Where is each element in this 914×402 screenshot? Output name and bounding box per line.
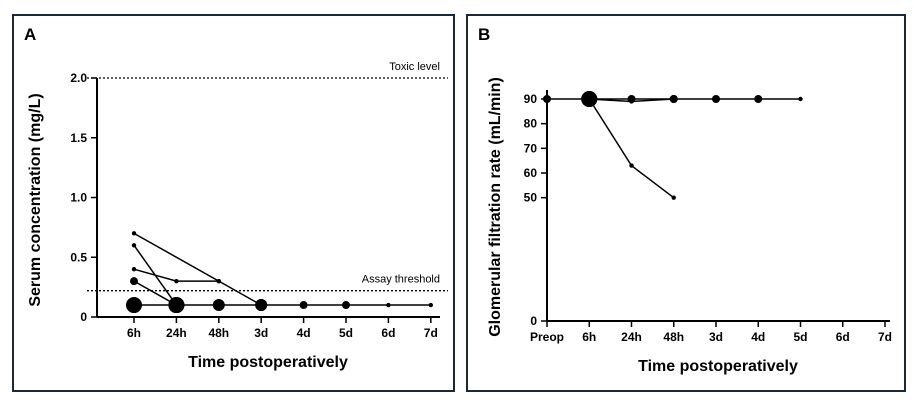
x-tick-label: 24h — [166, 326, 187, 340]
x-tick-label: 7d — [878, 330, 892, 344]
data-point — [428, 302, 433, 308]
data-point — [255, 299, 268, 312]
panel-a-label: A — [24, 25, 36, 44]
panel-a-frame — [12, 14, 455, 392]
x-axis-title: Time postoperatively — [638, 358, 798, 375]
x-tick-label: 24h — [621, 330, 642, 344]
x-tick-label: 6d — [381, 326, 395, 340]
reference-line-label: Assay threshold — [362, 274, 440, 286]
x-tick-label: 5d — [339, 326, 353, 340]
data-point — [754, 95, 763, 103]
data-point — [174, 278, 179, 284]
panel-b-frame — [466, 14, 906, 392]
data-point — [299, 301, 308, 310]
y-tick-label: 0 — [530, 314, 537, 328]
x-tick-label: 48h — [663, 330, 684, 344]
panel-b-label: B — [478, 25, 490, 44]
x-tick-label: 6h — [582, 330, 596, 344]
data-point — [130, 277, 138, 286]
data-point — [342, 301, 350, 310]
data-point — [629, 99, 634, 104]
data-point — [629, 163, 634, 168]
data-point — [216, 278, 221, 284]
x-tick-label: Preop — [530, 330, 564, 344]
y-tick-label: 60 — [524, 166, 538, 180]
x-tick-label: 5d — [793, 330, 807, 344]
y-tick-label: 1.5 — [70, 131, 87, 145]
y-tick-label: 80 — [524, 117, 538, 131]
data-point — [212, 299, 225, 312]
series-line-patient-5 — [133, 280, 177, 306]
x-tick-label: 3d — [254, 326, 268, 340]
data-point — [168, 297, 185, 314]
data-point — [712, 95, 720, 103]
data-point — [131, 267, 137, 272]
series-line-patient-3 — [588, 98, 675, 199]
x-tick-label: 6h — [127, 326, 141, 340]
y-tick-label: 90 — [524, 92, 538, 106]
y-tick-label: 1.0 — [70, 191, 87, 205]
series-line-patient-2 — [133, 232, 262, 306]
y-tick-label: 50 — [524, 191, 538, 205]
reference-line-label: Toxic level — [389, 61, 440, 73]
x-tick-label: 4d — [751, 330, 765, 344]
data-point — [581, 91, 598, 107]
data-point — [131, 231, 137, 236]
x-tick-label: 4d — [297, 326, 311, 340]
y-axis-title: Serum concentration (mg/L) — [27, 93, 44, 306]
data-point — [386, 302, 391, 308]
x-tick-label: 3d — [709, 330, 723, 344]
y-tick-label: 70 — [524, 141, 538, 155]
y-tick-label: 0.5 — [70, 250, 87, 264]
x-tick-label: 48h — [208, 326, 229, 340]
data-point — [669, 95, 678, 103]
data-point — [671, 195, 676, 200]
y-tick-label: 2.0 — [70, 71, 87, 85]
data-point — [131, 243, 137, 248]
x-axis-title: Time postoperatively — [188, 354, 348, 371]
x-tick-label: 7d — [424, 326, 438, 340]
data-point — [543, 95, 551, 103]
data-point — [126, 297, 142, 314]
x-tick-label: 6d — [836, 330, 850, 344]
data-point — [798, 96, 803, 102]
y-axis-title: Glomerular filtration rate (mL/min) — [487, 77, 504, 337]
y-tick-label: 0 — [80, 310, 87, 324]
